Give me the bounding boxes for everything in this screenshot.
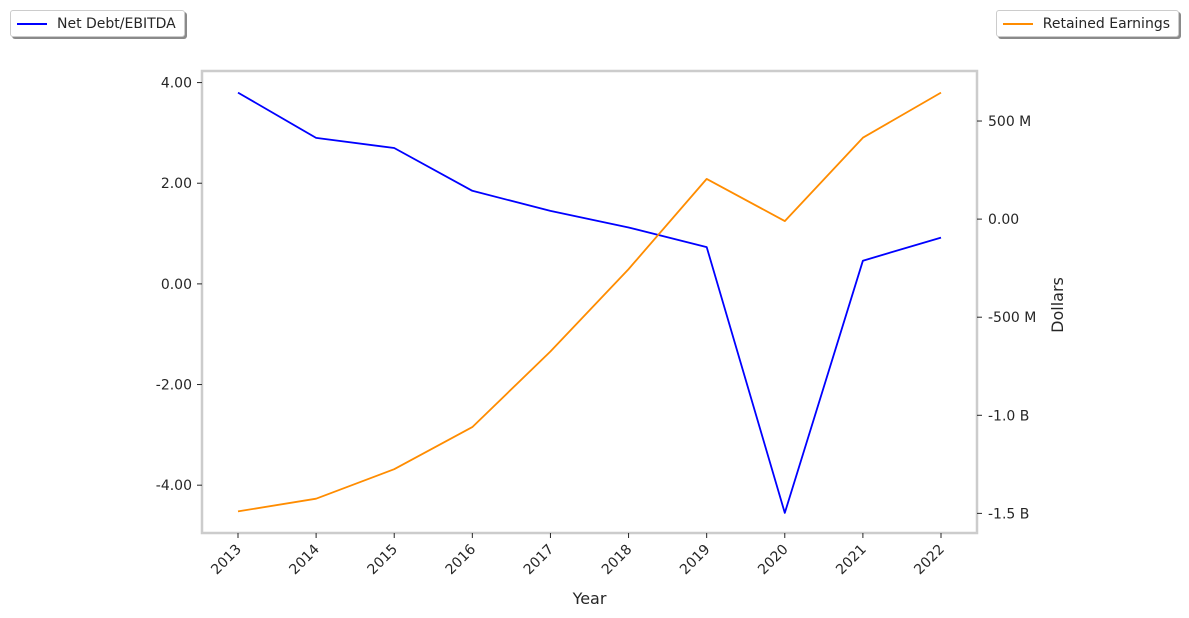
- right-y-axis-label: Dollars: [1048, 277, 1067, 333]
- right-tick-label--1-0-B: -1.0 B: [988, 408, 1029, 424]
- series-lines: [237, 91, 942, 514]
- left-y-axis: 4.00 2.00 0.00 -2.00 -4.00: [156, 76, 202, 494]
- legend-left[interactable]: Net Debt/EBITDA: [10, 10, 185, 37]
- x-tick-label-2014: 2014: [286, 541, 323, 578]
- x-tick-label-2020: 2020: [755, 542, 792, 579]
- x-tick-label-2018: 2018: [599, 542, 636, 579]
- right-y-axis: 500 M 0.00 -500 M -1.0 B -1.5 B: [977, 114, 1036, 522]
- plot-area-frame: [200, 69, 979, 535]
- x-tick-label-2019: 2019: [677, 542, 714, 579]
- x-axis-label: Year: [572, 589, 607, 608]
- right-tick-label-500-M: 500 M: [988, 114, 1031, 130]
- x-axis: 2013 2014 2015 2016 2017 2018 2019 2020 2021 2022: [208, 533, 948, 578]
- left-tick-label--2-00: -2.00: [156, 378, 192, 394]
- legend-label-net-debt-ebitda: Net Debt/EBITDA: [57, 15, 176, 32]
- series-line-retained-earnings: [237, 91, 942, 513]
- x-tick-label-2015: 2015: [365, 542, 402, 579]
- legend-swatch-net-debt-ebitda: [17, 22, 47, 25]
- x-tick-label-2017: 2017: [521, 542, 558, 579]
- legend-swatch-retained-earnings: [1002, 22, 1033, 25]
- right-tick-label-0-00: 0.00: [988, 212, 1019, 228]
- x-tick-label-2013: 2013: [208, 542, 245, 579]
- left-tick-label-4-00: 4.00: [161, 76, 192, 92]
- right-tick-label--1-5-B: -1.5 B: [988, 506, 1029, 522]
- left-tick-label--4-00: -4.00: [156, 478, 192, 494]
- series-line-net-debt-ebitda: [237, 91, 942, 514]
- legend-label-retained-earnings: Retained Earnings: [1042, 15, 1170, 32]
- left-tick-label-0-00: 0.00: [161, 277, 192, 293]
- x-tick-label-2016: 2016: [443, 541, 480, 578]
- left-tick-label-2-00: 2.00: [161, 176, 192, 192]
- x-tick-label-2022: 2022: [911, 542, 948, 579]
- right-tick-label--500-M: -500 M: [988, 310, 1036, 326]
- legend-right[interactable]: Retained Earnings: [995, 10, 1179, 37]
- x-tick-label-2021: 2021: [833, 542, 870, 579]
